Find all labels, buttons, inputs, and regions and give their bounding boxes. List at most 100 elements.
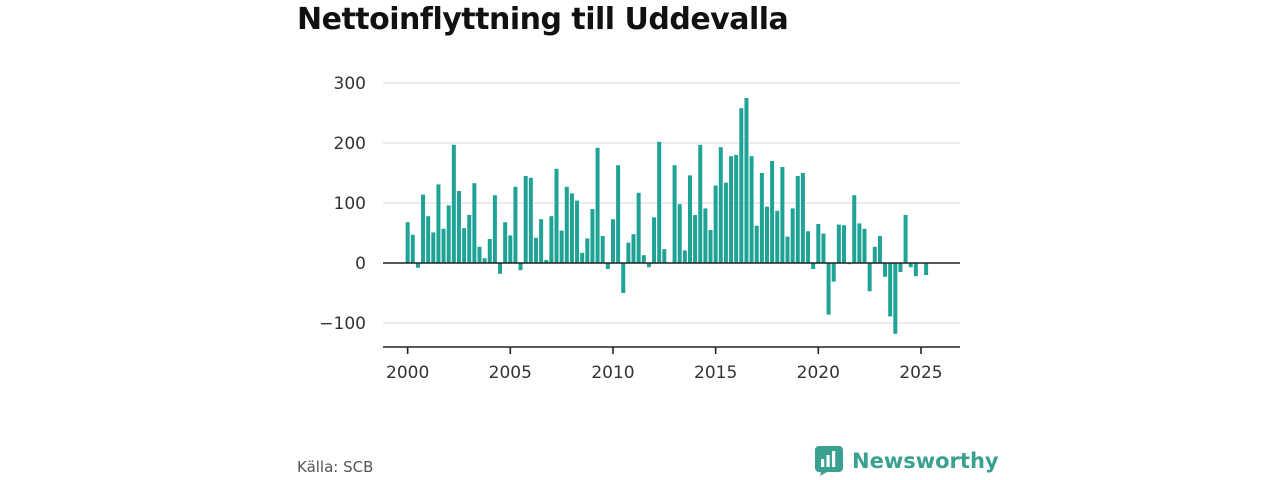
bar bbox=[600, 236, 605, 263]
bar bbox=[682, 250, 687, 263]
bar bbox=[764, 206, 769, 263]
y-tick-label: 300 bbox=[334, 74, 366, 94]
bar bbox=[693, 215, 698, 263]
y-tick-label: 200 bbox=[334, 134, 366, 154]
bar bbox=[477, 246, 482, 263]
bar bbox=[513, 186, 518, 263]
bar bbox=[631, 234, 636, 263]
chart-title: Nettoinflyttning till Uddevalla bbox=[297, 2, 789, 37]
bar bbox=[626, 242, 631, 263]
bar bbox=[672, 165, 677, 263]
bar bbox=[616, 165, 621, 263]
x-tick-label: 2005 bbox=[489, 363, 532, 383]
bar bbox=[795, 176, 800, 263]
y-tick-label: −100 bbox=[319, 314, 366, 334]
bar bbox=[800, 173, 805, 263]
newsworthy-logo-icon bbox=[815, 446, 843, 476]
bar bbox=[595, 147, 600, 263]
bar bbox=[539, 219, 544, 263]
bar bbox=[523, 176, 528, 263]
bar bbox=[759, 173, 764, 263]
bar bbox=[641, 255, 646, 263]
bar bbox=[913, 263, 918, 277]
x-tick-label: 2025 bbox=[899, 363, 942, 383]
gridlines bbox=[383, 82, 960, 324]
bar bbox=[785, 236, 790, 263]
bar bbox=[657, 141, 662, 263]
bar bbox=[662, 249, 667, 263]
x-tick-label: 2020 bbox=[797, 363, 840, 383]
bar bbox=[636, 192, 641, 263]
bar bbox=[816, 224, 821, 263]
bar bbox=[441, 228, 446, 263]
y-tick-label: 100 bbox=[334, 194, 366, 214]
bar bbox=[508, 235, 513, 263]
bar bbox=[790, 208, 795, 263]
bar bbox=[462, 228, 467, 263]
bar bbox=[687, 175, 692, 263]
bar bbox=[580, 252, 585, 263]
bar bbox=[451, 144, 456, 263]
bar bbox=[924, 263, 929, 275]
bar bbox=[518, 263, 523, 271]
bar bbox=[431, 232, 436, 263]
x-tick-label: 2015 bbox=[694, 363, 737, 383]
bar bbox=[862, 228, 867, 263]
bar bbox=[718, 147, 723, 263]
bar bbox=[646, 263, 651, 268]
bar bbox=[841, 225, 846, 263]
bar bbox=[498, 263, 503, 274]
axes bbox=[383, 262, 960, 354]
bar bbox=[821, 233, 826, 263]
bars bbox=[405, 98, 929, 334]
y-tick-label: 0 bbox=[355, 254, 366, 274]
bar bbox=[410, 234, 415, 263]
bar bbox=[559, 230, 564, 263]
brand-name: Newsworthy bbox=[852, 449, 999, 473]
bar bbox=[405, 222, 410, 263]
bar bbox=[723, 182, 728, 263]
bar bbox=[467, 215, 472, 263]
bar bbox=[621, 263, 626, 293]
bar bbox=[836, 224, 841, 263]
bar bbox=[908, 263, 913, 268]
bar bbox=[590, 209, 595, 263]
bar bbox=[898, 263, 903, 272]
y-tick-labels: −100 0 100 200 300 bbox=[319, 74, 366, 334]
bar bbox=[421, 194, 426, 263]
bar bbox=[677, 204, 682, 263]
bar bbox=[482, 258, 487, 263]
bar bbox=[893, 263, 898, 334]
bar bbox=[877, 236, 882, 263]
bar bbox=[415, 263, 420, 268]
bar bbox=[754, 225, 759, 263]
bar bbox=[487, 239, 492, 263]
bar bbox=[554, 168, 559, 263]
bar bbox=[564, 186, 569, 263]
bar bbox=[734, 155, 739, 263]
bar bbox=[729, 156, 734, 263]
bar bbox=[569, 193, 574, 263]
bar bbox=[811, 263, 816, 269]
bar bbox=[436, 184, 441, 263]
bar bbox=[575, 200, 580, 263]
x-tick-label: 2000 bbox=[386, 363, 429, 383]
bar bbox=[549, 216, 554, 263]
bar bbox=[610, 219, 615, 263]
x-tick-labels: 2000 2005 2010 2015 2020 2025 bbox=[386, 363, 943, 383]
bar bbox=[472, 183, 477, 263]
bar bbox=[831, 263, 836, 282]
bar bbox=[446, 205, 451, 263]
bar bbox=[749, 156, 754, 263]
bar bbox=[456, 191, 461, 263]
bar bbox=[426, 216, 431, 263]
bar bbox=[652, 217, 657, 263]
bar bbox=[770, 161, 775, 263]
bar bbox=[739, 108, 744, 263]
bar bbox=[903, 215, 908, 263]
bar bbox=[605, 263, 610, 269]
bar bbox=[528, 177, 533, 263]
bar bbox=[852, 195, 857, 263]
bar bbox=[585, 238, 590, 263]
